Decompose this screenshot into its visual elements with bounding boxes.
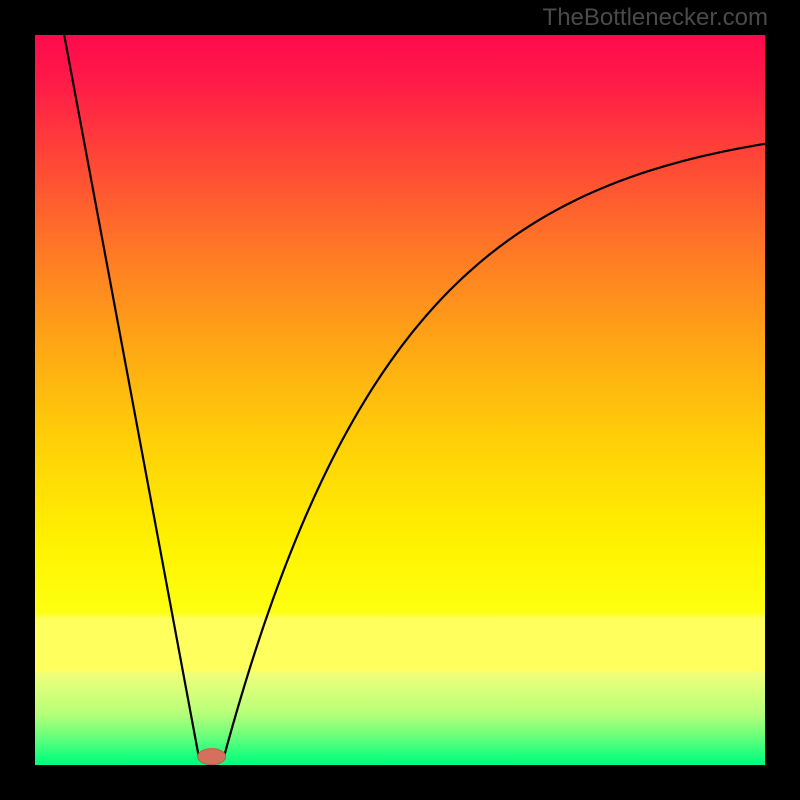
bottleneck-curve <box>64 35 765 759</box>
attribution-label: TheBottlenecker.com <box>543 4 768 32</box>
plot-svg <box>35 35 765 765</box>
plot-area <box>35 35 765 765</box>
minimum-marker <box>198 749 226 765</box>
chart-root: TheBottlenecker.com <box>0 0 800 800</box>
